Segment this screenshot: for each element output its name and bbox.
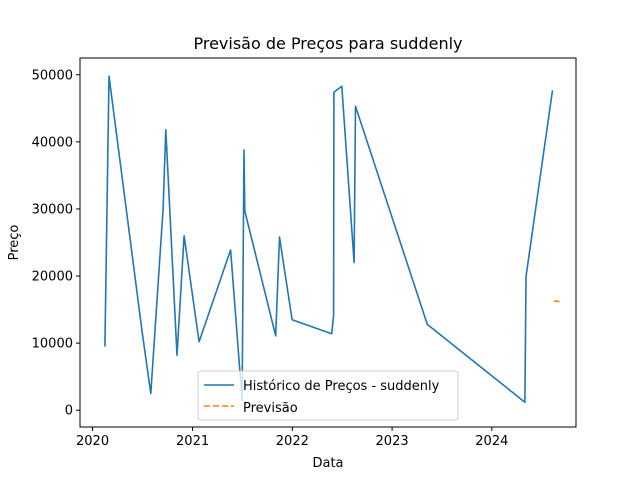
chart-title: Previsão de Preços para suddenly [193,34,462,53]
x-tick-label: 2022 [276,434,309,449]
y-tick-label: 30000 [32,202,73,217]
y-axis-label: Preço [7,225,22,261]
x-tick-label: 2020 [76,434,109,449]
legend: Histórico de Preços - suddenly Previsão [197,370,459,421]
series-line-forecast [553,300,560,303]
y-tick-label: 10000 [32,337,73,352]
x-tick-label: 2024 [475,434,508,449]
x-tick-label: 2021 [176,434,209,449]
x-axis: 2020 2021 2022 2023 2024 [76,427,508,449]
plot-area [104,75,560,404]
y-tick-label: 50000 [32,68,73,83]
legend-box [197,370,459,421]
x-axis-label: Data [312,456,343,471]
y-tick-label: 40000 [32,135,73,150]
series-line-history [104,75,554,404]
y-tick-label: 0 [65,404,73,419]
legend-label-forecast: Previsão [243,401,298,416]
legend-label-history: Histórico de Preços - suddenly [243,379,440,394]
y-axis: 0 10000 20000 30000 40000 50000 [32,68,80,419]
x-tick-label: 2023 [376,434,409,449]
plot-frame [79,57,577,428]
y-tick-label: 20000 [32,270,73,285]
